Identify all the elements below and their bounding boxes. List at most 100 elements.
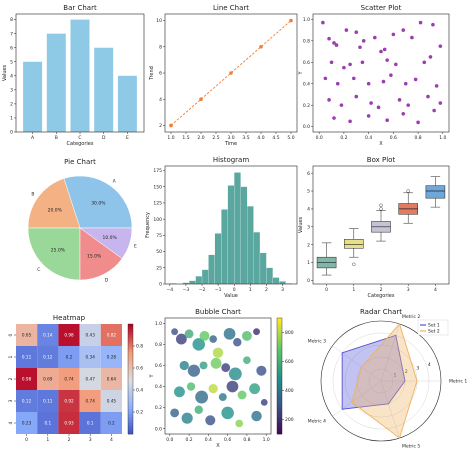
bubble-colorbar-step bbox=[277, 376, 282, 380]
scatter-point bbox=[385, 58, 389, 62]
box-xlabel: Categories bbox=[368, 293, 395, 299]
bubble-colorbar-step bbox=[277, 422, 282, 426]
bubble-colorbar-step bbox=[277, 416, 282, 420]
scatter-point bbox=[426, 94, 430, 99]
scatter-point bbox=[321, 20, 325, 25]
scatter-point bbox=[344, 28, 349, 32]
heatmap-cell bbox=[16, 346, 38, 368]
pie-pct-label: 25.0% bbox=[51, 248, 66, 254]
bubble-colorbar-step bbox=[277, 407, 282, 412]
bubble-colorbar-step bbox=[277, 338, 282, 342]
bubble-xlabel: X bbox=[216, 443, 220, 449]
pie-label: D bbox=[105, 277, 109, 283]
heatmap-colorbar-step bbox=[128, 392, 133, 396]
bubble-colorbar-step bbox=[277, 370, 282, 374]
radar-series-1 bbox=[341, 334, 406, 410]
bubble-colorbar-step bbox=[277, 352, 282, 356]
scatter-point bbox=[348, 119, 352, 124]
line-ytick-label: 6 bbox=[159, 71, 162, 77]
heatmap-colorbar-step bbox=[128, 329, 133, 333]
heatmap-cell-value: 0.74 bbox=[86, 399, 96, 404]
heatmap-colorbar-step bbox=[128, 409, 133, 413]
heatmap-colorbar-step bbox=[128, 324, 133, 328]
scatter-ytick-label: 1.0 bbox=[303, 17, 310, 23]
heatmap-colorbar-step bbox=[128, 351, 133, 355]
heatmap-colorbar-step bbox=[128, 384, 133, 388]
histogram-bar bbox=[208, 254, 216, 285]
scatter-point bbox=[438, 101, 443, 105]
box-outlier bbox=[352, 262, 356, 267]
radar-spoke bbox=[380, 323, 400, 382]
histogram-bar bbox=[246, 206, 254, 285]
histogram-frame bbox=[164, 165, 298, 285]
heatmap-colorbar-step bbox=[128, 359, 133, 363]
heatmap-colorbar-step bbox=[128, 425, 133, 429]
heatmap-cell bbox=[16, 412, 38, 434]
bar-ytick-label: 0 bbox=[10, 130, 13, 136]
bubble-colorbar-step bbox=[277, 358, 282, 362]
bar-category-label: E bbox=[126, 135, 129, 141]
box-category-label: 2 bbox=[380, 287, 383, 293]
box-outlier bbox=[379, 207, 383, 211]
bubble bbox=[260, 398, 268, 406]
scatter-point bbox=[361, 39, 366, 43]
heatmap-cell bbox=[58, 368, 80, 390]
bar-category-label: D bbox=[102, 135, 106, 141]
line-xtick-label: 5.0 bbox=[287, 135, 294, 141]
scatter-point bbox=[358, 45, 362, 50]
bubble bbox=[181, 412, 193, 424]
scatter-point bbox=[352, 76, 356, 81]
bubble-colorbar-step bbox=[277, 367, 282, 371]
heatmap-cell-value: 0.12 bbox=[43, 355, 53, 360]
histogram-bar bbox=[221, 209, 228, 285]
scatter-point bbox=[334, 43, 339, 47]
pie-pct-label: 15.0% bbox=[87, 253, 102, 259]
bar-C bbox=[70, 19, 90, 132]
radar-rtick-label: 3 bbox=[416, 365, 419, 371]
bubble-chart-frame bbox=[164, 317, 272, 435]
scatter-point bbox=[394, 62, 398, 67]
heatmap-cell-value: 0.12 bbox=[22, 399, 32, 404]
histogram-bar bbox=[234, 172, 241, 285]
scatter-point bbox=[432, 108, 436, 113]
histogram-ytick-label: 0 bbox=[159, 282, 162, 288]
bubble bbox=[256, 365, 267, 376]
bar-ytick-label: 6 bbox=[10, 45, 13, 51]
bubble-ylabel: Y bbox=[149, 374, 155, 379]
bubble-colorbar-step bbox=[277, 419, 282, 423]
bubble-xtick-label: 1.0 bbox=[263, 437, 270, 443]
box-category-label: 3 bbox=[407, 287, 410, 293]
scatter-ylabel: Y bbox=[298, 71, 304, 76]
bubble-colorbar-step bbox=[277, 405, 282, 409]
heatmap-cell-value: 0.11 bbox=[22, 355, 32, 360]
histogram-bar bbox=[272, 277, 280, 285]
bar-ytick-label: 3 bbox=[10, 87, 13, 93]
bubble bbox=[241, 330, 252, 341]
heatmap-cell-value: 0.2 bbox=[66, 355, 73, 360]
scatter-point bbox=[418, 20, 423, 25]
histogram-bar bbox=[189, 280, 196, 285]
scatter-point bbox=[428, 55, 433, 59]
scatter-xtick-label: 1.0 bbox=[439, 135, 446, 141]
line-xtick-label: 3.5 bbox=[242, 135, 249, 141]
bubble-colorbar-step bbox=[277, 378, 282, 383]
heatmap-cell bbox=[79, 324, 101, 346]
heatmap-cell-value: 0.11 bbox=[43, 399, 53, 404]
line-chart: Line Chart 1.0 1.5 2.0 2.5 3.0 3.5 4.0 4.5 5.0 2 4 6… bbox=[149, 4, 298, 147]
box-ytick-label: 3 bbox=[307, 224, 310, 230]
bubble bbox=[184, 329, 194, 339]
bubble bbox=[194, 405, 203, 414]
radar-axis-label: Metric 3 bbox=[308, 339, 326, 345]
heatmap-colorbar-step bbox=[128, 387, 133, 391]
heatmap-colorbar-step bbox=[128, 346, 133, 350]
scatter-point bbox=[406, 103, 411, 107]
heatmap-cell bbox=[100, 324, 122, 346]
histogram-xtick-label: −1 bbox=[215, 287, 222, 293]
bubble-colorbar-step bbox=[277, 425, 282, 429]
radar-spoke bbox=[332, 380, 382, 417]
bubble-colorbar-step bbox=[277, 381, 282, 385]
heatmap-colorbar-step bbox=[128, 362, 133, 366]
pie-slice-D bbox=[79, 227, 123, 281]
scatter-point bbox=[382, 47, 387, 52]
